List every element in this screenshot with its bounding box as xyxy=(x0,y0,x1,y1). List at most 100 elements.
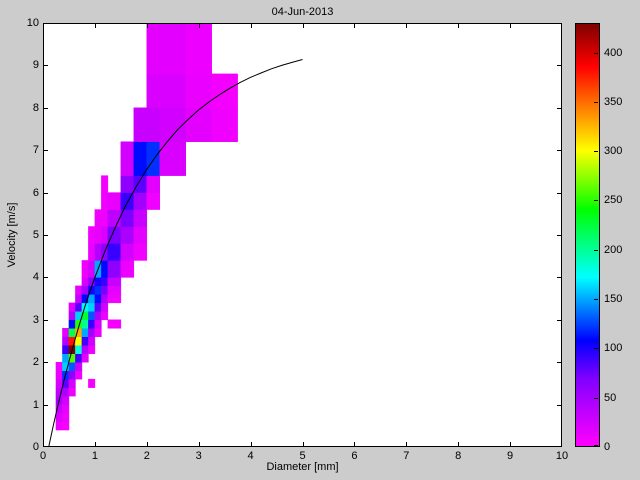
heatmap-cell xyxy=(88,260,96,278)
heatmap-cell xyxy=(159,107,186,142)
heatmap-cell xyxy=(146,175,161,193)
colorbar-tick-mark xyxy=(594,299,598,300)
heatmap-cell xyxy=(68,378,76,388)
heatmap-cell xyxy=(101,294,109,304)
colorbar-tick-label: 100 xyxy=(604,342,623,355)
y-tick-label: 3 xyxy=(32,313,39,326)
heatmap-cell xyxy=(107,277,122,287)
y-tick-label: 0 xyxy=(32,441,39,453)
heatmap-cell xyxy=(81,353,89,363)
heatmap-cell xyxy=(75,370,83,380)
y-tick-label: 9 xyxy=(32,59,39,72)
heatmap-cell xyxy=(107,294,122,304)
colorbar-tick-label: 350 xyxy=(604,95,623,108)
heatmap-cell xyxy=(101,277,109,287)
heatmap-cell xyxy=(101,226,109,244)
colorbar-tick-label: 300 xyxy=(604,145,623,158)
heatmap-cell xyxy=(120,175,135,193)
heatmap-cell xyxy=(133,175,148,193)
heatmap-cell xyxy=(75,344,83,354)
heatmap-cell xyxy=(81,344,89,354)
heatmap-cell xyxy=(68,311,76,321)
heatmap-cell xyxy=(62,404,70,414)
heatmap-cell xyxy=(88,311,96,321)
heatmap-cell xyxy=(101,311,109,321)
plot-area xyxy=(43,23,562,447)
heatmap-cell xyxy=(62,344,70,354)
colorbar-tick-mark xyxy=(594,398,598,399)
heatmap-cell xyxy=(62,395,70,405)
heatmap-cell xyxy=(62,353,70,363)
heatmap-cell xyxy=(88,336,96,346)
heatmap-cell xyxy=(94,311,102,321)
heatmap-cell xyxy=(120,243,135,261)
heatmap-cell xyxy=(146,23,161,75)
x-tick-label: 2 xyxy=(143,450,150,462)
heatmap-cell xyxy=(81,319,89,329)
heatmap-cell xyxy=(107,319,122,329)
y-tick-label: 1 xyxy=(32,398,39,411)
heatmap-cell xyxy=(88,243,96,261)
x-tick-label: 8 xyxy=(455,450,462,462)
heatmap-cell xyxy=(94,302,102,312)
heatmap-cell xyxy=(75,361,83,371)
heatmap-cell xyxy=(146,73,161,109)
heatmap-cell xyxy=(94,243,102,261)
heatmap-cell xyxy=(146,192,161,210)
colorbar-tick-label: 250 xyxy=(604,194,623,207)
heatmap-cell xyxy=(101,192,109,210)
heatmap-cell xyxy=(88,226,96,244)
y-tick-label: 8 xyxy=(32,101,39,114)
y-tick-label: 7 xyxy=(32,144,39,157)
heatmap-cell xyxy=(185,23,212,75)
colorbar-tick-label: 150 xyxy=(604,293,623,306)
heatmap-cell xyxy=(55,378,63,388)
heatmap-cell xyxy=(101,209,109,227)
x-tick-label: 10 xyxy=(555,450,569,462)
heatmap-cell xyxy=(81,285,89,295)
heatmap-cell xyxy=(68,328,76,338)
heatmap-cell xyxy=(75,302,83,312)
x-axis-label: Diameter [mm] xyxy=(266,461,339,473)
heatmap-cell xyxy=(133,209,148,227)
heatmap-cell xyxy=(211,107,238,142)
heatmap-cell xyxy=(88,294,96,304)
colorbar-tick-mark xyxy=(594,53,598,54)
colorbar-tick-label: 50 xyxy=(604,391,617,404)
heatmap-cell xyxy=(94,277,102,287)
heatmap-cell xyxy=(107,243,122,261)
heatmap-cell xyxy=(81,277,89,287)
y-tick-label: 10 xyxy=(26,17,39,29)
heatmap-cell xyxy=(133,226,148,244)
heatmap-cell xyxy=(107,260,122,278)
heatmap-cell xyxy=(88,378,96,388)
heatmap-cell xyxy=(120,141,135,176)
heatmap-cell xyxy=(75,285,83,295)
y-tick-label: 5 xyxy=(32,229,39,241)
x-tick-label: 5 xyxy=(299,450,306,462)
heatmap-cell xyxy=(101,175,109,193)
x-tick-label: 9 xyxy=(507,450,514,462)
colorbar-tick-label: 200 xyxy=(604,243,623,256)
colorbar-tick-mark xyxy=(594,102,598,103)
heatmap-cell xyxy=(81,260,89,278)
x-tick-label: 7 xyxy=(403,450,410,462)
heatmap-cell xyxy=(62,412,70,422)
heatmap-cell xyxy=(133,243,148,261)
heatmap-cell xyxy=(81,328,89,338)
heatmap-cell xyxy=(94,226,102,244)
heatmap-cell xyxy=(88,319,96,329)
heatmap-cell xyxy=(94,285,102,295)
heatmap-cell xyxy=(107,192,122,210)
heatmap-cell xyxy=(146,107,161,142)
heatmap-cell xyxy=(68,302,76,312)
heatmap-cell xyxy=(107,209,122,227)
colorbar-tick-mark xyxy=(594,200,598,201)
colorbar-tick-label: 400 xyxy=(604,46,623,59)
heatmap-cell xyxy=(94,328,102,338)
heatmap-cell xyxy=(133,107,148,142)
heatmap-cell xyxy=(107,285,122,295)
x-tick-label: 3 xyxy=(195,450,202,462)
heatmap-cell xyxy=(68,319,76,329)
colorbar-tick-label: 0 xyxy=(604,441,611,453)
